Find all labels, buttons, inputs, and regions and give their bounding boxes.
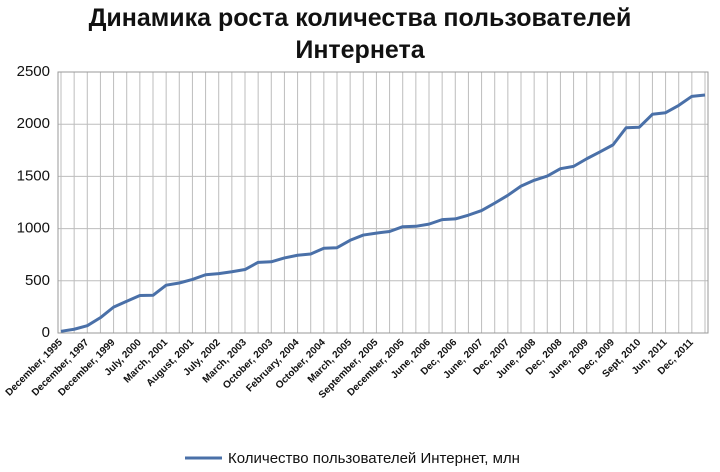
y-tick-label: 2000 bbox=[17, 115, 50, 132]
y-tick-label: 0 bbox=[42, 324, 50, 341]
chart-title: Динамика роста количества пользователей … bbox=[88, 4, 632, 64]
y-tick-label: 1500 bbox=[17, 167, 50, 184]
y-tick-label: 1000 bbox=[17, 220, 50, 237]
line bbox=[60, 93, 706, 333]
y-tick-label: 500 bbox=[25, 272, 50, 289]
y-tick-label: 2500 bbox=[17, 63, 50, 80]
legend-label: Количество пользователей Интернет, млн bbox=[228, 450, 520, 467]
plot-border bbox=[57, 71, 709, 334]
